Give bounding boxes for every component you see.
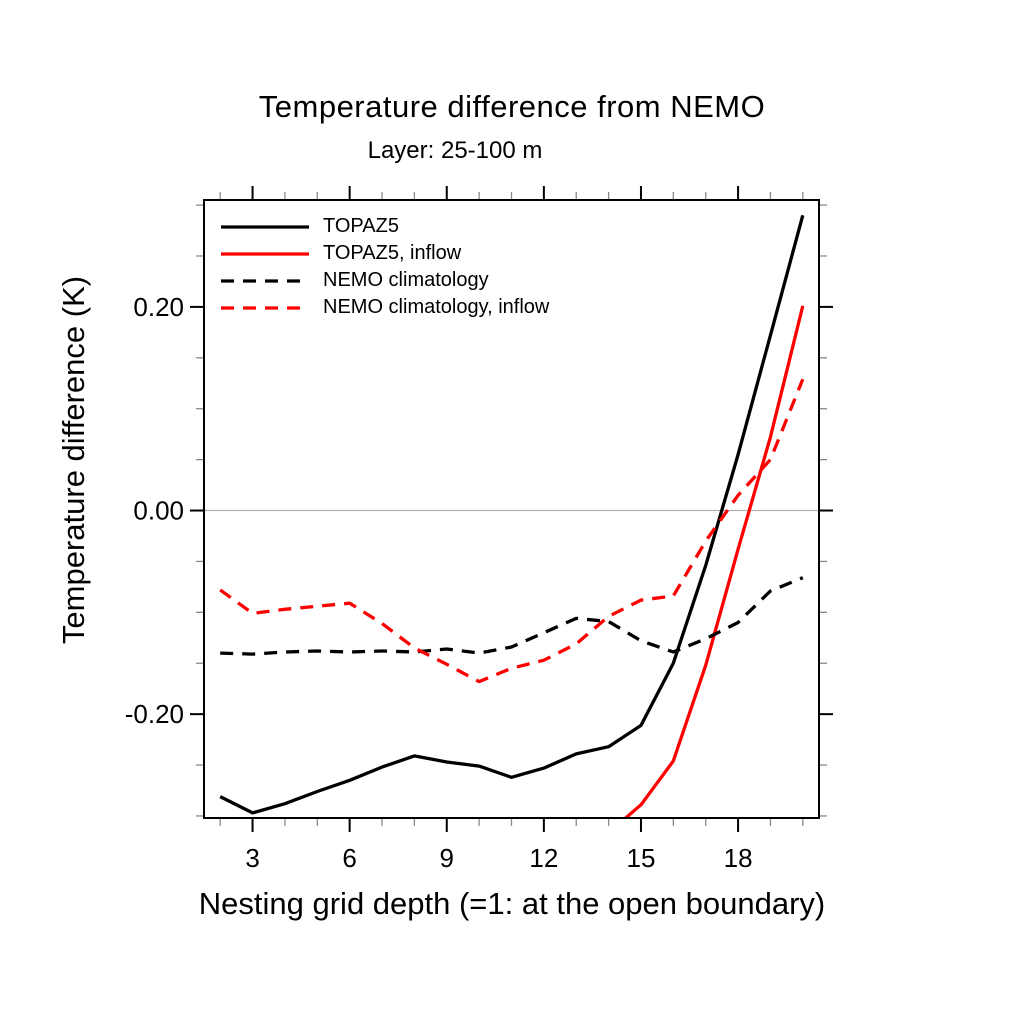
x-tick-label: 3 — [245, 843, 259, 873]
x-tick-label: 9 — [440, 843, 454, 873]
legend-label: TOPAZ5 — [323, 215, 399, 237]
chart-title: Temperature difference from NEMO — [258, 89, 766, 124]
legend-line-solid-black — [221, 224, 309, 229]
series-line-1 — [621, 305, 805, 819]
legend-row: NEMO climatology — [221, 267, 549, 294]
legend: TOPAZ5 TOPAZ5, inflow NEMO climatology N… — [221, 213, 549, 321]
legend-line-dashed-red — [221, 305, 309, 310]
y-tick-label: 0.00 — [133, 496, 184, 526]
legend-row: TOPAZ5 — [221, 213, 549, 240]
y-tick-label: -0.20 — [125, 699, 184, 729]
x-tick-label: 12 — [529, 843, 558, 873]
legend-line-solid-red — [221, 251, 309, 256]
legend-row: TOPAZ5, inflow — [221, 240, 549, 267]
legend-label: TOPAZ5, inflow — [323, 242, 462, 264]
x-axis-title: Nesting grid depth (=1: at the open boun… — [198, 886, 826, 921]
legend-line-dashed-black — [221, 278, 309, 283]
legend-label: NEMO climatology — [323, 269, 489, 291]
chart-subtitle: Layer: 25-100 m — [367, 137, 543, 164]
legend-row: NEMO climatology, inflow — [221, 294, 549, 321]
y-tick-label: 0.20 — [133, 292, 184, 322]
legend-label: NEMO climatology, inflow — [323, 296, 550, 318]
x-tick-label: 18 — [724, 843, 753, 873]
series-line-2 — [220, 576, 804, 656]
series-line-0 — [219, 214, 805, 815]
plot-frame — [203, 199, 820, 819]
x-tick-label: 6 — [342, 843, 356, 873]
x-tick-label: 15 — [627, 843, 656, 873]
